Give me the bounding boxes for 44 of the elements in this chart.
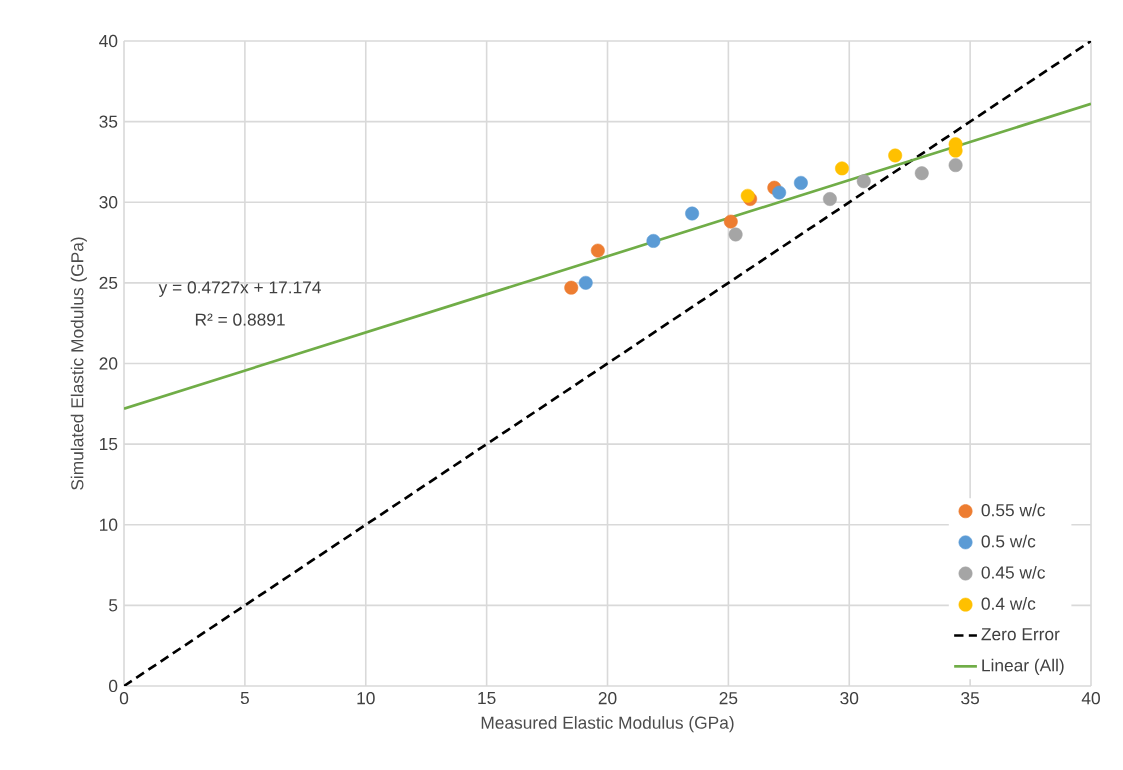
legend-label: 0.5 w/c (981, 534, 1036, 548)
point (793, 175, 808, 190)
point (856, 174, 871, 189)
y-tick-label: 35 (99, 115, 118, 128)
point (772, 185, 787, 200)
x-tick-label: 35 (961, 692, 980, 705)
x-tick-label: 30 (840, 692, 859, 705)
point (822, 192, 837, 206)
y-tick-label: 20 (99, 357, 118, 370)
y-tick-label: 30 (99, 196, 118, 209)
point (888, 148, 903, 163)
point (835, 161, 849, 176)
y-tick-label: 40 (99, 34, 118, 48)
point (578, 275, 593, 290)
point (740, 188, 755, 203)
x-tick-label: 40 (1081, 692, 1100, 705)
legend-label: 0.45 w/c (981, 565, 1045, 579)
y-tick-label: 15 (100, 438, 118, 451)
x-tick-label: 20 (598, 692, 617, 705)
point (728, 227, 743, 242)
x-tick-label: 15 (478, 692, 496, 705)
legend-label: Linear (All) (982, 658, 1064, 675)
legend-label: 0.4 w/c (981, 597, 1036, 610)
point (685, 206, 700, 221)
y-tick-label: 5 (109, 599, 118, 612)
x-tick-label: 0 (119, 692, 129, 705)
legend-label: 0.55 w/c (981, 503, 1045, 517)
x-tick-label: 10 (357, 692, 375, 705)
x-axis-title: Measured Elastic Modulus (GPa) (481, 716, 734, 733)
y-axis-title: Simulated Elastic Modulus (GPa) (70, 237, 87, 490)
y-tick-label: 0 (109, 679, 118, 693)
point (564, 280, 579, 295)
annotation: y = 0.4727x + 17.174 (158, 281, 321, 297)
x-tick-label: 5 (240, 692, 249, 705)
y-tick-label: 25 (99, 276, 118, 289)
x-tick-label: 25 (719, 692, 738, 705)
point (948, 158, 963, 173)
point (914, 166, 929, 181)
legend-label: Zero Error (981, 628, 1060, 641)
point (590, 243, 605, 258)
annotation: R² = 0.8891 (195, 313, 285, 326)
point (646, 234, 661, 248)
y-tick-label: 10 (100, 518, 118, 531)
point (723, 214, 738, 229)
